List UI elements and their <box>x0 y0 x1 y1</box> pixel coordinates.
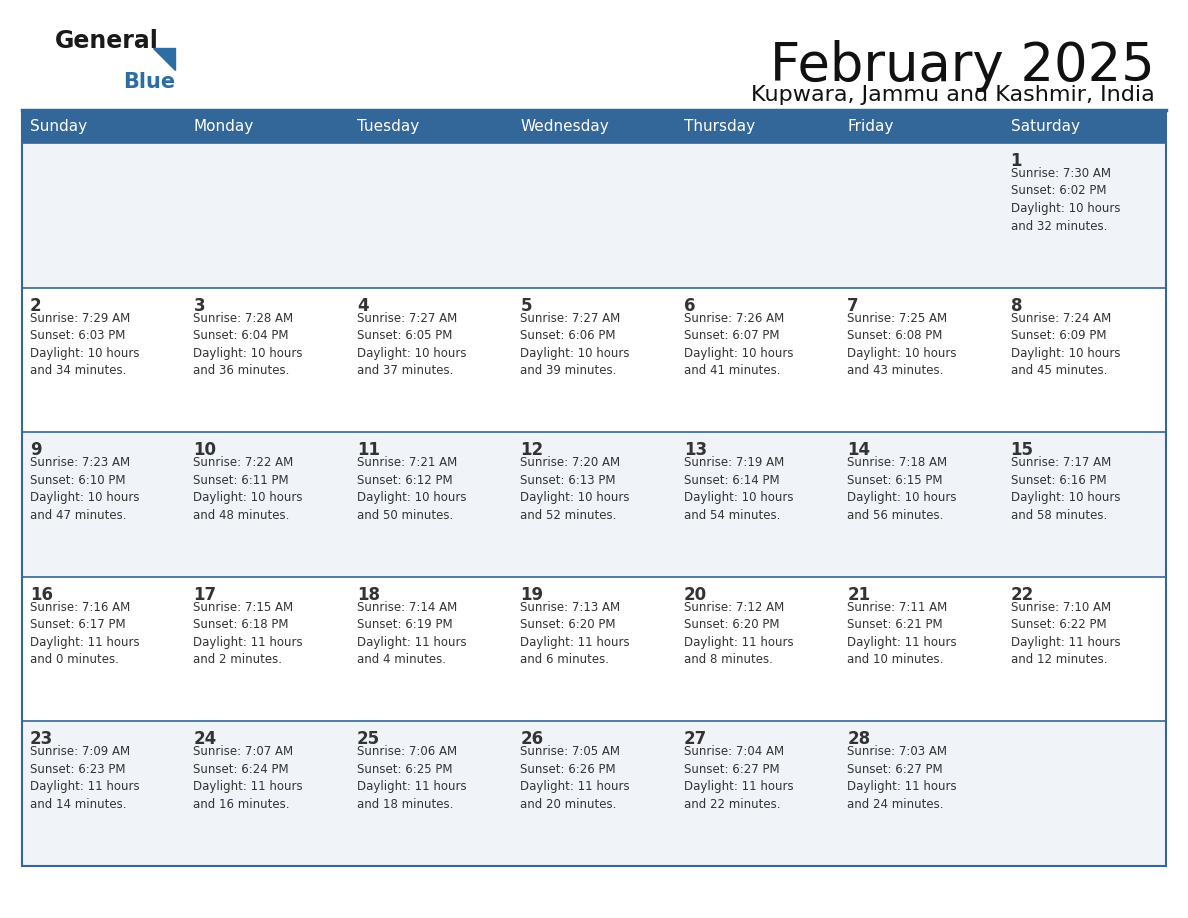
Text: Sunrise: 7:10 AM
Sunset: 6:22 PM
Daylight: 11 hours
and 12 minutes.: Sunrise: 7:10 AM Sunset: 6:22 PM Dayligh… <box>1011 600 1120 666</box>
Text: 6: 6 <box>684 297 695 315</box>
Text: Sunrise: 7:18 AM
Sunset: 6:15 PM
Daylight: 10 hours
and 56 minutes.: Sunrise: 7:18 AM Sunset: 6:15 PM Dayligh… <box>847 456 956 521</box>
Text: Thursday: Thursday <box>684 119 754 135</box>
Text: Sunrise: 7:22 AM
Sunset: 6:11 PM
Daylight: 10 hours
and 48 minutes.: Sunrise: 7:22 AM Sunset: 6:11 PM Dayligh… <box>194 456 303 521</box>
Text: General: General <box>55 29 159 53</box>
Text: Saturday: Saturday <box>1011 119 1080 135</box>
Text: Sunrise: 7:28 AM
Sunset: 6:04 PM
Daylight: 10 hours
and 36 minutes.: Sunrise: 7:28 AM Sunset: 6:04 PM Dayligh… <box>194 311 303 377</box>
Text: Sunrise: 7:09 AM
Sunset: 6:23 PM
Daylight: 11 hours
and 14 minutes.: Sunrise: 7:09 AM Sunset: 6:23 PM Dayligh… <box>30 745 140 811</box>
Text: Sunrise: 7:12 AM
Sunset: 6:20 PM
Daylight: 11 hours
and 8 minutes.: Sunrise: 7:12 AM Sunset: 6:20 PM Dayligh… <box>684 600 794 666</box>
Text: Sunrise: 7:25 AM
Sunset: 6:08 PM
Daylight: 10 hours
and 43 minutes.: Sunrise: 7:25 AM Sunset: 6:08 PM Dayligh… <box>847 311 956 377</box>
Text: 7: 7 <box>847 297 859 315</box>
Text: Sunrise: 7:07 AM
Sunset: 6:24 PM
Daylight: 11 hours
and 16 minutes.: Sunrise: 7:07 AM Sunset: 6:24 PM Dayligh… <box>194 745 303 811</box>
Text: 23: 23 <box>30 731 53 748</box>
Bar <box>349 111 512 143</box>
Text: February 2025: February 2025 <box>770 40 1155 92</box>
Text: Sunrise: 7:04 AM
Sunset: 6:27 PM
Daylight: 11 hours
and 22 minutes.: Sunrise: 7:04 AM Sunset: 6:27 PM Dayligh… <box>684 745 794 811</box>
Text: 11: 11 <box>356 442 380 459</box>
Bar <box>23 287 1165 432</box>
Text: 26: 26 <box>520 731 543 748</box>
Text: Sunrise: 7:21 AM
Sunset: 6:12 PM
Daylight: 10 hours
and 50 minutes.: Sunrise: 7:21 AM Sunset: 6:12 PM Dayligh… <box>356 456 467 521</box>
Text: 9: 9 <box>30 442 42 459</box>
Bar <box>839 111 1003 143</box>
Text: 15: 15 <box>1011 442 1034 459</box>
Text: 4: 4 <box>356 297 368 315</box>
Text: Sunrise: 7:24 AM
Sunset: 6:09 PM
Daylight: 10 hours
and 45 minutes.: Sunrise: 7:24 AM Sunset: 6:09 PM Dayligh… <box>1011 311 1120 377</box>
Bar <box>23 577 1165 722</box>
Text: Sunrise: 7:19 AM
Sunset: 6:14 PM
Daylight: 10 hours
and 54 minutes.: Sunrise: 7:19 AM Sunset: 6:14 PM Dayligh… <box>684 456 794 521</box>
Text: Monday: Monday <box>194 119 254 135</box>
Text: Sunrise: 7:26 AM
Sunset: 6:07 PM
Daylight: 10 hours
and 41 minutes.: Sunrise: 7:26 AM Sunset: 6:07 PM Dayligh… <box>684 311 794 377</box>
Text: Sunrise: 7:17 AM
Sunset: 6:16 PM
Daylight: 10 hours
and 58 minutes.: Sunrise: 7:17 AM Sunset: 6:16 PM Dayligh… <box>1011 456 1120 521</box>
Text: Tuesday: Tuesday <box>356 119 419 135</box>
Bar <box>185 111 349 143</box>
Bar <box>1003 111 1165 143</box>
Text: 5: 5 <box>520 297 532 315</box>
Text: Sunrise: 7:29 AM
Sunset: 6:03 PM
Daylight: 10 hours
and 34 minutes.: Sunrise: 7:29 AM Sunset: 6:03 PM Dayligh… <box>30 311 139 377</box>
Text: Sunday: Sunday <box>30 119 87 135</box>
Text: 12: 12 <box>520 442 543 459</box>
Text: 1: 1 <box>1011 152 1022 170</box>
Text: Sunrise: 7:14 AM
Sunset: 6:19 PM
Daylight: 11 hours
and 4 minutes.: Sunrise: 7:14 AM Sunset: 6:19 PM Dayligh… <box>356 600 467 666</box>
Text: Sunrise: 7:30 AM
Sunset: 6:02 PM
Daylight: 10 hours
and 32 minutes.: Sunrise: 7:30 AM Sunset: 6:02 PM Dayligh… <box>1011 167 1120 232</box>
Polygon shape <box>153 48 175 70</box>
Text: 17: 17 <box>194 586 216 604</box>
Text: Sunrise: 7:16 AM
Sunset: 6:17 PM
Daylight: 11 hours
and 0 minutes.: Sunrise: 7:16 AM Sunset: 6:17 PM Dayligh… <box>30 600 140 666</box>
Text: Friday: Friday <box>847 119 893 135</box>
Text: 19: 19 <box>520 586 543 604</box>
Bar <box>23 111 1165 866</box>
Text: 28: 28 <box>847 731 871 748</box>
Text: 13: 13 <box>684 442 707 459</box>
Text: Blue: Blue <box>122 72 175 92</box>
Text: 16: 16 <box>30 586 53 604</box>
Text: Sunrise: 7:06 AM
Sunset: 6:25 PM
Daylight: 11 hours
and 18 minutes.: Sunrise: 7:06 AM Sunset: 6:25 PM Dayligh… <box>356 745 467 811</box>
Text: Sunrise: 7:27 AM
Sunset: 6:06 PM
Daylight: 10 hours
and 39 minutes.: Sunrise: 7:27 AM Sunset: 6:06 PM Dayligh… <box>520 311 630 377</box>
Text: Wednesday: Wednesday <box>520 119 609 135</box>
Text: 21: 21 <box>847 586 871 604</box>
Text: 25: 25 <box>356 731 380 748</box>
Text: 3: 3 <box>194 297 206 315</box>
Text: Sunrise: 7:05 AM
Sunset: 6:26 PM
Daylight: 11 hours
and 20 minutes.: Sunrise: 7:05 AM Sunset: 6:26 PM Dayligh… <box>520 745 630 811</box>
Text: 20: 20 <box>684 586 707 604</box>
Text: Sunrise: 7:20 AM
Sunset: 6:13 PM
Daylight: 10 hours
and 52 minutes.: Sunrise: 7:20 AM Sunset: 6:13 PM Dayligh… <box>520 456 630 521</box>
Text: 24: 24 <box>194 731 216 748</box>
Text: Sunrise: 7:15 AM
Sunset: 6:18 PM
Daylight: 11 hours
and 2 minutes.: Sunrise: 7:15 AM Sunset: 6:18 PM Dayligh… <box>194 600 303 666</box>
Text: 10: 10 <box>194 442 216 459</box>
Text: Sunrise: 7:27 AM
Sunset: 6:05 PM
Daylight: 10 hours
and 37 minutes.: Sunrise: 7:27 AM Sunset: 6:05 PM Dayligh… <box>356 311 467 377</box>
Bar <box>676 111 839 143</box>
Bar <box>23 722 1165 866</box>
Text: 27: 27 <box>684 731 707 748</box>
Text: Sunrise: 7:03 AM
Sunset: 6:27 PM
Daylight: 11 hours
and 24 minutes.: Sunrise: 7:03 AM Sunset: 6:27 PM Dayligh… <box>847 745 956 811</box>
Bar <box>23 432 1165 577</box>
Text: 14: 14 <box>847 442 871 459</box>
Text: Sunrise: 7:13 AM
Sunset: 6:20 PM
Daylight: 11 hours
and 6 minutes.: Sunrise: 7:13 AM Sunset: 6:20 PM Dayligh… <box>520 600 630 666</box>
Bar <box>512 111 676 143</box>
Text: 18: 18 <box>356 586 380 604</box>
Text: 8: 8 <box>1011 297 1022 315</box>
Text: Sunrise: 7:11 AM
Sunset: 6:21 PM
Daylight: 11 hours
and 10 minutes.: Sunrise: 7:11 AM Sunset: 6:21 PM Dayligh… <box>847 600 956 666</box>
Bar <box>23 143 1165 287</box>
Text: Sunrise: 7:23 AM
Sunset: 6:10 PM
Daylight: 10 hours
and 47 minutes.: Sunrise: 7:23 AM Sunset: 6:10 PM Dayligh… <box>30 456 139 521</box>
Text: 22: 22 <box>1011 586 1034 604</box>
Bar <box>23 111 185 143</box>
Text: Kupwara, Jammu and Kashmir, India: Kupwara, Jammu and Kashmir, India <box>751 85 1155 105</box>
Text: 2: 2 <box>30 297 42 315</box>
